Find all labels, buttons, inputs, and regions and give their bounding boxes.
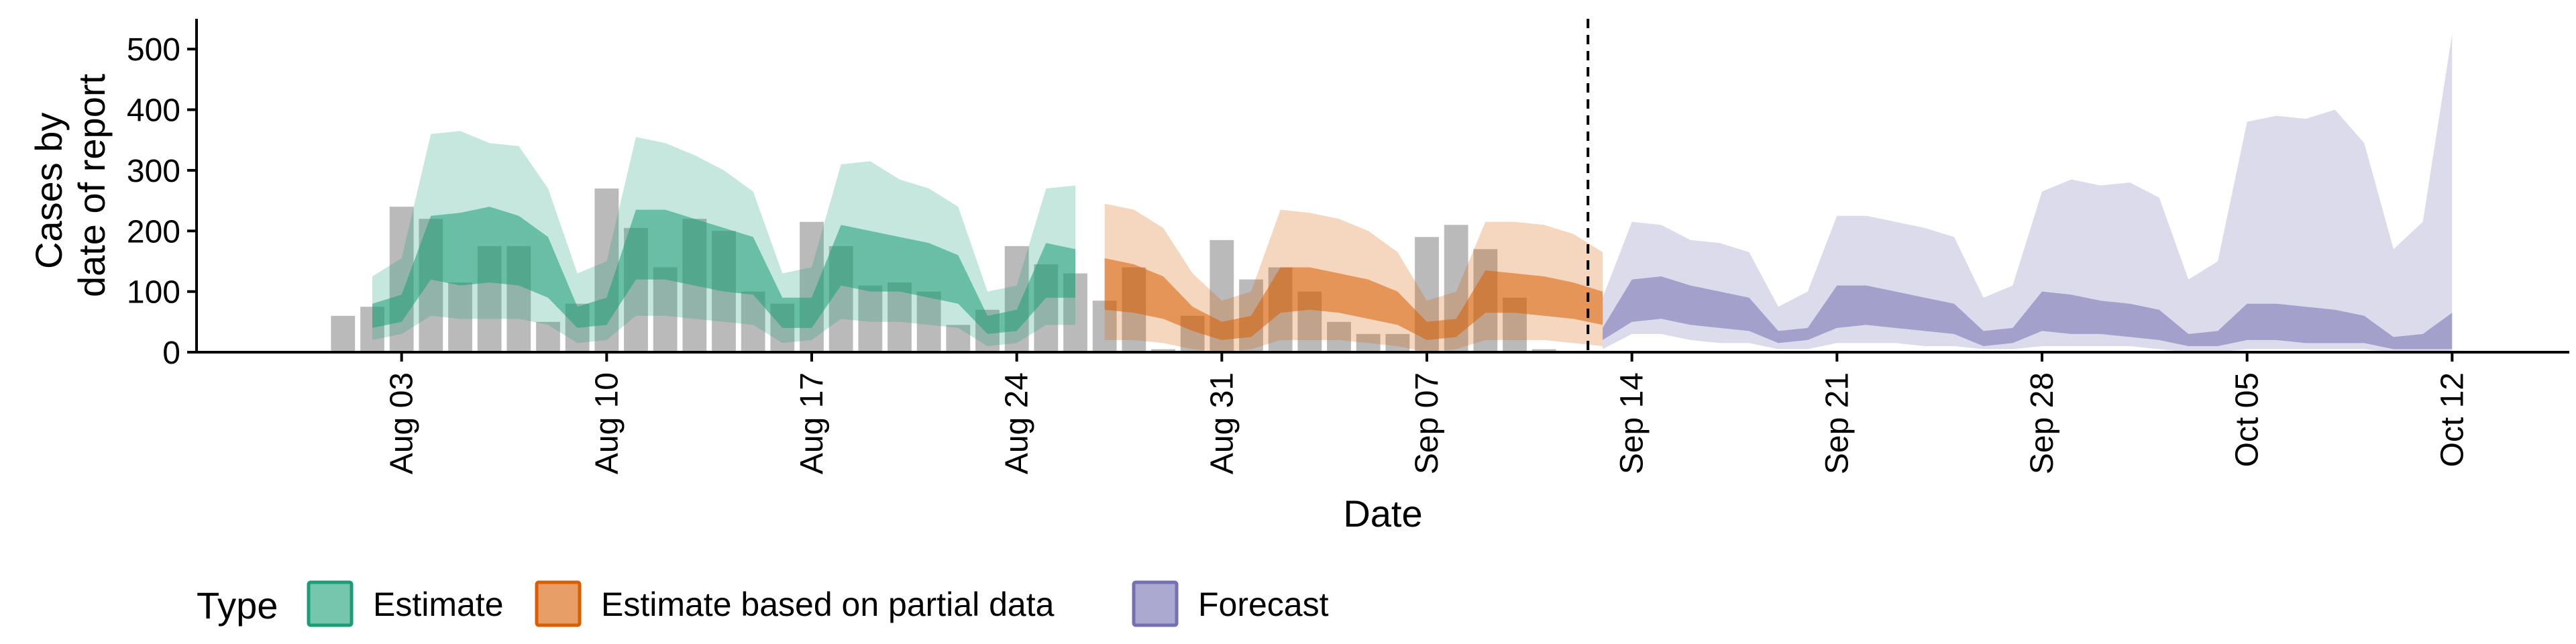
y-axis-title-line-2: date of report bbox=[70, 74, 113, 298]
observed-bar bbox=[1385, 333, 1410, 352]
observed-bar bbox=[1151, 349, 1175, 352]
observed-bar bbox=[536, 321, 560, 352]
y-axis-title: Cases by date of report bbox=[28, 74, 113, 298]
x-tick-label: Aug 03 bbox=[384, 372, 420, 474]
legend-key-estimate bbox=[307, 580, 354, 627]
y-tick-label: 200 bbox=[127, 214, 180, 250]
y-ticks: 0 100 200 300 400 500 bbox=[127, 32, 197, 371]
y-tick-label: 0 bbox=[162, 335, 180, 371]
axes bbox=[195, 19, 2569, 354]
legend-label: Forecast bbox=[1198, 586, 1329, 623]
legend-items: Estimate Estimate based on partial data Fo… bbox=[307, 580, 1329, 627]
x-tick-label: Aug 24 bbox=[1000, 372, 1035, 474]
x-tick-label: Sep 21 bbox=[1819, 372, 1855, 474]
x-tick-label: Oct 05 bbox=[2230, 372, 2265, 467]
observed-bar bbox=[653, 267, 678, 352]
x-tick-label: Sep 14 bbox=[1615, 372, 1650, 474]
legend-title: Type bbox=[197, 584, 278, 627]
observed-bar bbox=[1532, 349, 1556, 352]
x-tick-label: Sep 28 bbox=[2025, 372, 2060, 474]
x-axis-title: Date bbox=[1343, 492, 1422, 535]
x-tick-label: Aug 10 bbox=[589, 372, 625, 474]
x-tick-label: Sep 07 bbox=[1409, 372, 1445, 474]
observed-bar bbox=[916, 291, 941, 352]
observed-bar bbox=[888, 282, 912, 352]
estimate-bands bbox=[372, 34, 2453, 352]
x-tick-label: Aug 31 bbox=[1204, 372, 1240, 474]
estimate-band-50 bbox=[372, 207, 1075, 334]
x-ticks: Aug 03 Aug 10 Aug 17 Aug 24 Aug 31 Sep 07 Sep … bbox=[384, 352, 2470, 474]
observed-bar bbox=[448, 282, 472, 352]
legend-key-forecast bbox=[1132, 580, 1179, 627]
x-tick-label: Oct 12 bbox=[2434, 372, 2470, 467]
observed-bar bbox=[1356, 333, 1381, 352]
y-axis-title-line-1: Cases by bbox=[28, 113, 70, 269]
forecast-band-50 bbox=[1603, 276, 2453, 350]
estimate-based-on-partial-data-band-50 bbox=[1104, 258, 1603, 340]
y-tick-label: 100 bbox=[127, 275, 180, 311]
observed-bar bbox=[1327, 321, 1351, 352]
legend-label: Estimate bbox=[373, 586, 504, 623]
y-tick-label: 400 bbox=[127, 93, 180, 129]
forecast-band-90 bbox=[1603, 34, 2453, 352]
legend-label: Estimate based on partial data bbox=[601, 586, 1055, 623]
x-tick-label: Aug 17 bbox=[794, 372, 830, 474]
y-tick-label: 500 bbox=[127, 32, 180, 68]
observed-bar bbox=[331, 315, 356, 352]
y-tick-label: 300 bbox=[127, 154, 180, 189]
observed-bar bbox=[946, 325, 971, 352]
observed-bar bbox=[858, 285, 883, 352]
legend-key-estimate-based-on-partial-data bbox=[535, 580, 582, 627]
legend: Type Estimate Estimate based on partial d… bbox=[197, 580, 1329, 627]
